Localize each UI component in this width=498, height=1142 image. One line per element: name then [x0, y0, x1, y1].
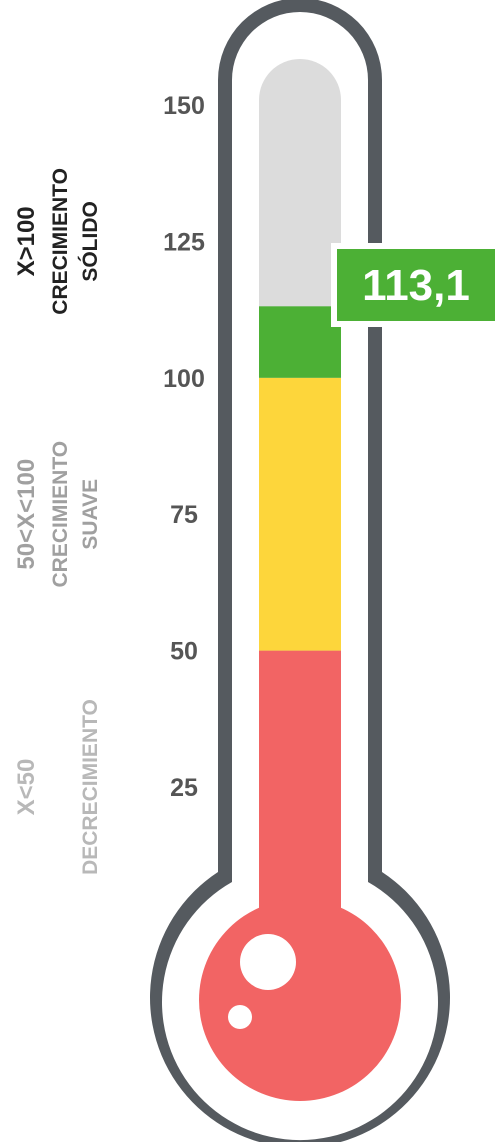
bulb-highlight-small: [228, 1005, 252, 1029]
band-label-2-line-1: CRECIMIENTO: [49, 168, 72, 315]
fill-band-1: [259, 377, 341, 651]
tick-label: 125: [163, 228, 205, 256]
fill-band-2: [259, 306, 341, 378]
bulb-highlight-large: [240, 934, 296, 990]
band-label-0-line-1: DECRECIMIENTO: [79, 699, 102, 875]
value-badge-fill: [337, 249, 495, 321]
band-label-1-line-0: 50<X<100: [13, 459, 40, 570]
band-label-2-line-0: X>100: [13, 206, 40, 276]
thermometer-bulb: [199, 899, 401, 1101]
band-label-0-line-0: X<50: [13, 759, 40, 816]
tick-label: 50: [170, 638, 198, 666]
band-label-1-line-2: SUAVE: [79, 479, 102, 550]
value-badge: 113,1: [331, 243, 498, 327]
band-labels: X<50 DECRECIMIENTO 50<X<100 CRECIMIENTO SUAV…: [13, 168, 102, 875]
tick-label: 75: [170, 501, 198, 529]
fill-band-0: [259, 650, 341, 925]
value-label: 113,1: [362, 261, 470, 310]
band-label-1-line-1: CRECIMIENTO: [49, 441, 72, 588]
tick-label: 150: [163, 92, 205, 120]
scale-ticks: 150 125 100 75 50 25: [163, 92, 205, 802]
tick-label: 25: [170, 774, 198, 802]
tick-label: 100: [163, 365, 205, 393]
band-label-2-line-2: SÓLIDO: [78, 201, 102, 282]
thermometer-fill: [259, 306, 341, 925]
